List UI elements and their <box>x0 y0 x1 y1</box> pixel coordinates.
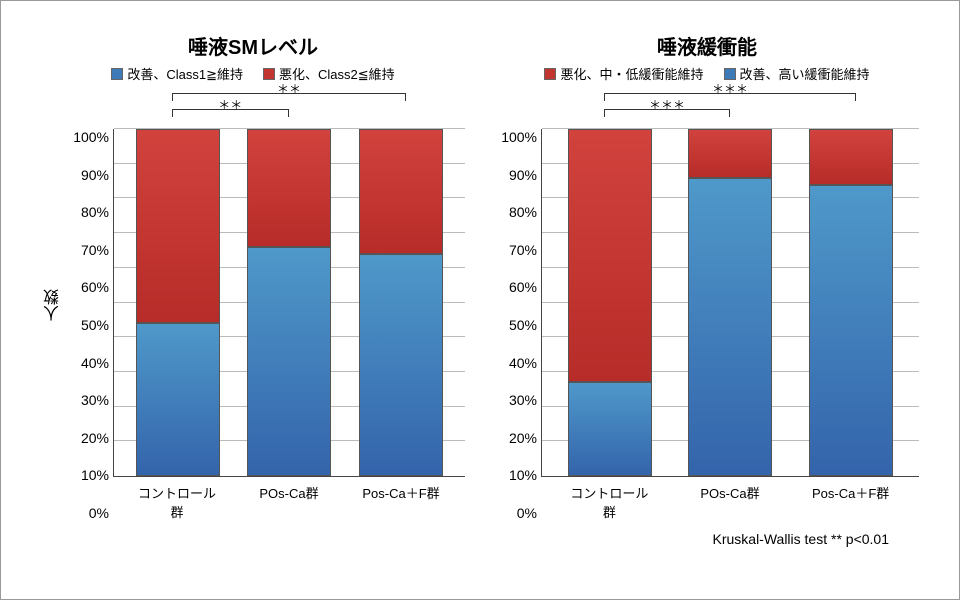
legend-item-blue: 改善、Class1≧維持 <box>111 64 243 83</box>
ytick-label: 90% <box>81 167 109 183</box>
ytick-label: 30% <box>509 392 537 408</box>
right-sig-area: ＊＊＊ ＊＊＊ <box>541 89 919 129</box>
ytick-label: 10% <box>81 467 109 483</box>
ytick-label: 90% <box>509 167 537 183</box>
bar-segment-red <box>359 129 443 254</box>
ytick-label: 50% <box>509 317 537 333</box>
right-legend: 悪化、中・低緩衝能維持 改善、高い緩衝能維持 <box>495 64 919 83</box>
ytick-label: 70% <box>81 242 109 258</box>
bar-segment-blue <box>247 247 331 476</box>
ytick-label: 40% <box>81 355 109 371</box>
bar-segment-blue <box>568 382 652 476</box>
ytick-label: 20% <box>81 430 109 446</box>
right-chart-col: ＊＊＊ ＊＊＊ コントロール群 POs-Ca群 Pos-Ca＋F群 <box>541 89 919 521</box>
bar-segment-red <box>568 129 652 382</box>
ytick-label: 30% <box>81 392 109 408</box>
ytick-label: 0% <box>89 505 109 521</box>
right-xaxis: コントロール群 POs-Ca群 Pos-Ca＋F群 <box>541 483 919 521</box>
swatch-red <box>544 68 556 80</box>
ytick-label: 100% <box>73 129 109 145</box>
legend-label: 改善、Class1≧維持 <box>127 64 243 83</box>
left-yaxis: 100% 90% 80% 70% 60% 50% 40% 30% 20% 10% 0% <box>67 129 113 521</box>
ytick-label: 80% <box>81 204 109 220</box>
right-plot <box>541 129 919 477</box>
swatch-red <box>263 68 275 80</box>
bar-segment-blue <box>136 323 220 476</box>
xtick-label: コントロール群 <box>567 483 651 521</box>
ytick-label: 100% <box>501 129 537 145</box>
ytick-label: 80% <box>509 204 537 220</box>
legend-label: 改善、高い緩衝能維持 <box>740 64 870 83</box>
swatch-blue <box>111 68 123 80</box>
legend-item-red: 悪化、中・低緩衝能維持 <box>544 64 703 83</box>
panels: 唾液SMレベル 改善、Class1≧維持 悪化、Class2≦維持 人数 100… <box>41 31 919 521</box>
bar <box>809 129 893 476</box>
sig-bracket: ＊＊ <box>172 93 407 101</box>
right-yaxis: 100% 90% 80% 70% 60% 50% 40% 30% 20% 10% 0% <box>495 129 541 521</box>
xtick-label: POs-Ca群 <box>247 483 331 521</box>
right-plot-wrap: 100%90%80%70%60%50%40%30%20%10%0% ＊＊＊＊＊＊… <box>495 89 919 521</box>
sig-bracket: ＊＊＊ <box>604 109 730 117</box>
ytick-label: 50% <box>81 317 109 333</box>
ytick-label: 60% <box>81 279 109 295</box>
left-chart-col: ＊＊ ＊＊ コントロール群 POs-Ca群 Pos-Ca＋F群 <box>113 89 465 521</box>
ytick-label: 10% <box>509 467 537 483</box>
bar <box>568 129 652 476</box>
xtick-label: Pos-Ca＋F群 <box>809 483 893 521</box>
swatch-blue <box>724 68 736 80</box>
left-xaxis: コントロール群 POs-Ca群 Pos-Ca＋F群 <box>113 483 465 521</box>
sig-bracket: ＊＊＊ <box>604 93 856 101</box>
bar <box>136 129 220 476</box>
legend-label: 悪化、中・低緩衝能維持 <box>560 64 703 83</box>
left-plot <box>113 129 465 477</box>
footer-note: Kruskal-Wallis test ** p<0.01 <box>41 531 919 547</box>
left-sig-area: ＊＊ ＊＊ <box>113 89 465 129</box>
xtick-label: コントロール群 <box>135 483 219 521</box>
sig-label: ＊＊＊ <box>712 80 748 97</box>
bar-segment-blue <box>688 178 772 476</box>
ytick-label: 60% <box>509 279 537 295</box>
xtick-label: POs-Ca群 <box>688 483 772 521</box>
xtick-label: Pos-Ca＋F群 <box>359 483 443 521</box>
bar-segment-red <box>247 129 331 247</box>
bar <box>359 129 443 476</box>
sig-label: ＊＊ <box>277 80 301 97</box>
bar-segment-red <box>136 129 220 323</box>
ylabel-wrap: 人数 <box>41 89 67 521</box>
left-panel: 唾液SMレベル 改善、Class1≧維持 悪化、Class2≦維持 人数 100… <box>41 31 465 521</box>
ytick-label: 20% <box>509 430 537 446</box>
bar-segment-red <box>688 129 772 178</box>
bar <box>247 129 331 476</box>
ytick-label: 70% <box>509 242 537 258</box>
bar <box>688 129 772 476</box>
ylabel: 人数 <box>42 289 66 321</box>
bar-segment-red <box>809 129 893 185</box>
left-legend: 改善、Class1≧維持 悪化、Class2≦維持 <box>41 64 465 83</box>
bar-segment-blue <box>809 185 893 476</box>
right-title: 唾液緩衝能 <box>495 31 919 60</box>
ytick-label: 40% <box>509 355 537 371</box>
sig-bracket: ＊＊ <box>172 109 289 117</box>
yaxis-col: 100% 90% 80% 70% 60% 50% 40% 30% 20% 10% 0% <box>67 89 113 521</box>
left-title: 唾液SMレベル <box>41 31 465 60</box>
yaxis-col: 100% 90% 80% 70% 60% 50% 40% 30% 20% 10% 0% <box>495 89 541 521</box>
right-panel: 唾液緩衝能 悪化、中・低緩衝能維持 改善、高い緩衝能維持 100% 90% 80% 7… <box>495 31 919 521</box>
left-plot-wrap: 人数 100%90%80%70%60%50%40%30%20%10%0% ＊＊＊… <box>41 89 465 521</box>
ytick-label: 0% <box>517 505 537 521</box>
bar-segment-blue <box>359 254 443 476</box>
